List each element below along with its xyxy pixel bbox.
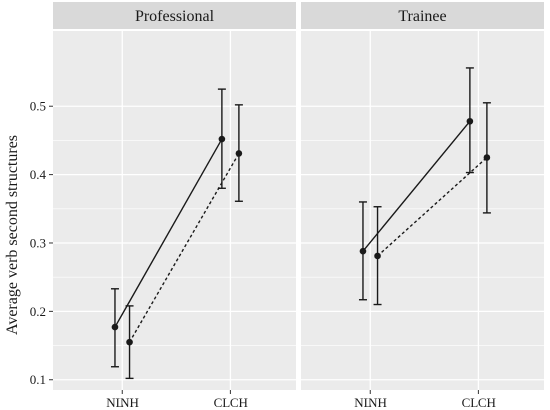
data-point-nh [126,338,133,346]
x-tick-label-cl: CL [462,395,479,410]
x-tick-label-ch: CH [230,395,248,410]
series-line-dotted [128,153,240,343]
y-tick-label: 0.1 [30,372,46,387]
data-point-nh [374,252,381,260]
facet-strip-label: Trainee [398,8,446,25]
series-line-solid [114,138,223,328]
panel-background [53,31,296,390]
data-point-ch [235,150,243,157]
y-tick-label: 0.5 [30,99,46,114]
data-point-cl [466,117,474,125]
y-tick-label: 0.3 [30,235,46,250]
facet-strip [301,2,544,29]
data-point-ch [483,154,491,161]
facet-strip-label: Professional [135,8,215,25]
y-axis-label: Average verb second structures [4,135,21,335]
x-tick-label-nh: NH [120,395,139,410]
series-line-dotted [377,156,488,257]
y-tick-label: 0.4 [30,167,47,182]
data-point-nl [359,247,367,255]
facet-strip [53,2,296,29]
x-tick-label-nh: NH [368,395,387,410]
panel-background [301,31,544,390]
series-line-solid [362,120,471,252]
x-tick-label-ch: CH [478,395,496,410]
x-tick-label-cl: CL [214,395,231,410]
x-tick-label-nl: NL [354,395,371,410]
x-tick-label-nl: NL [106,395,123,410]
data-point-cl [218,135,226,143]
data-point-nl [111,323,119,331]
y-tick-label: 0.2 [30,304,46,319]
